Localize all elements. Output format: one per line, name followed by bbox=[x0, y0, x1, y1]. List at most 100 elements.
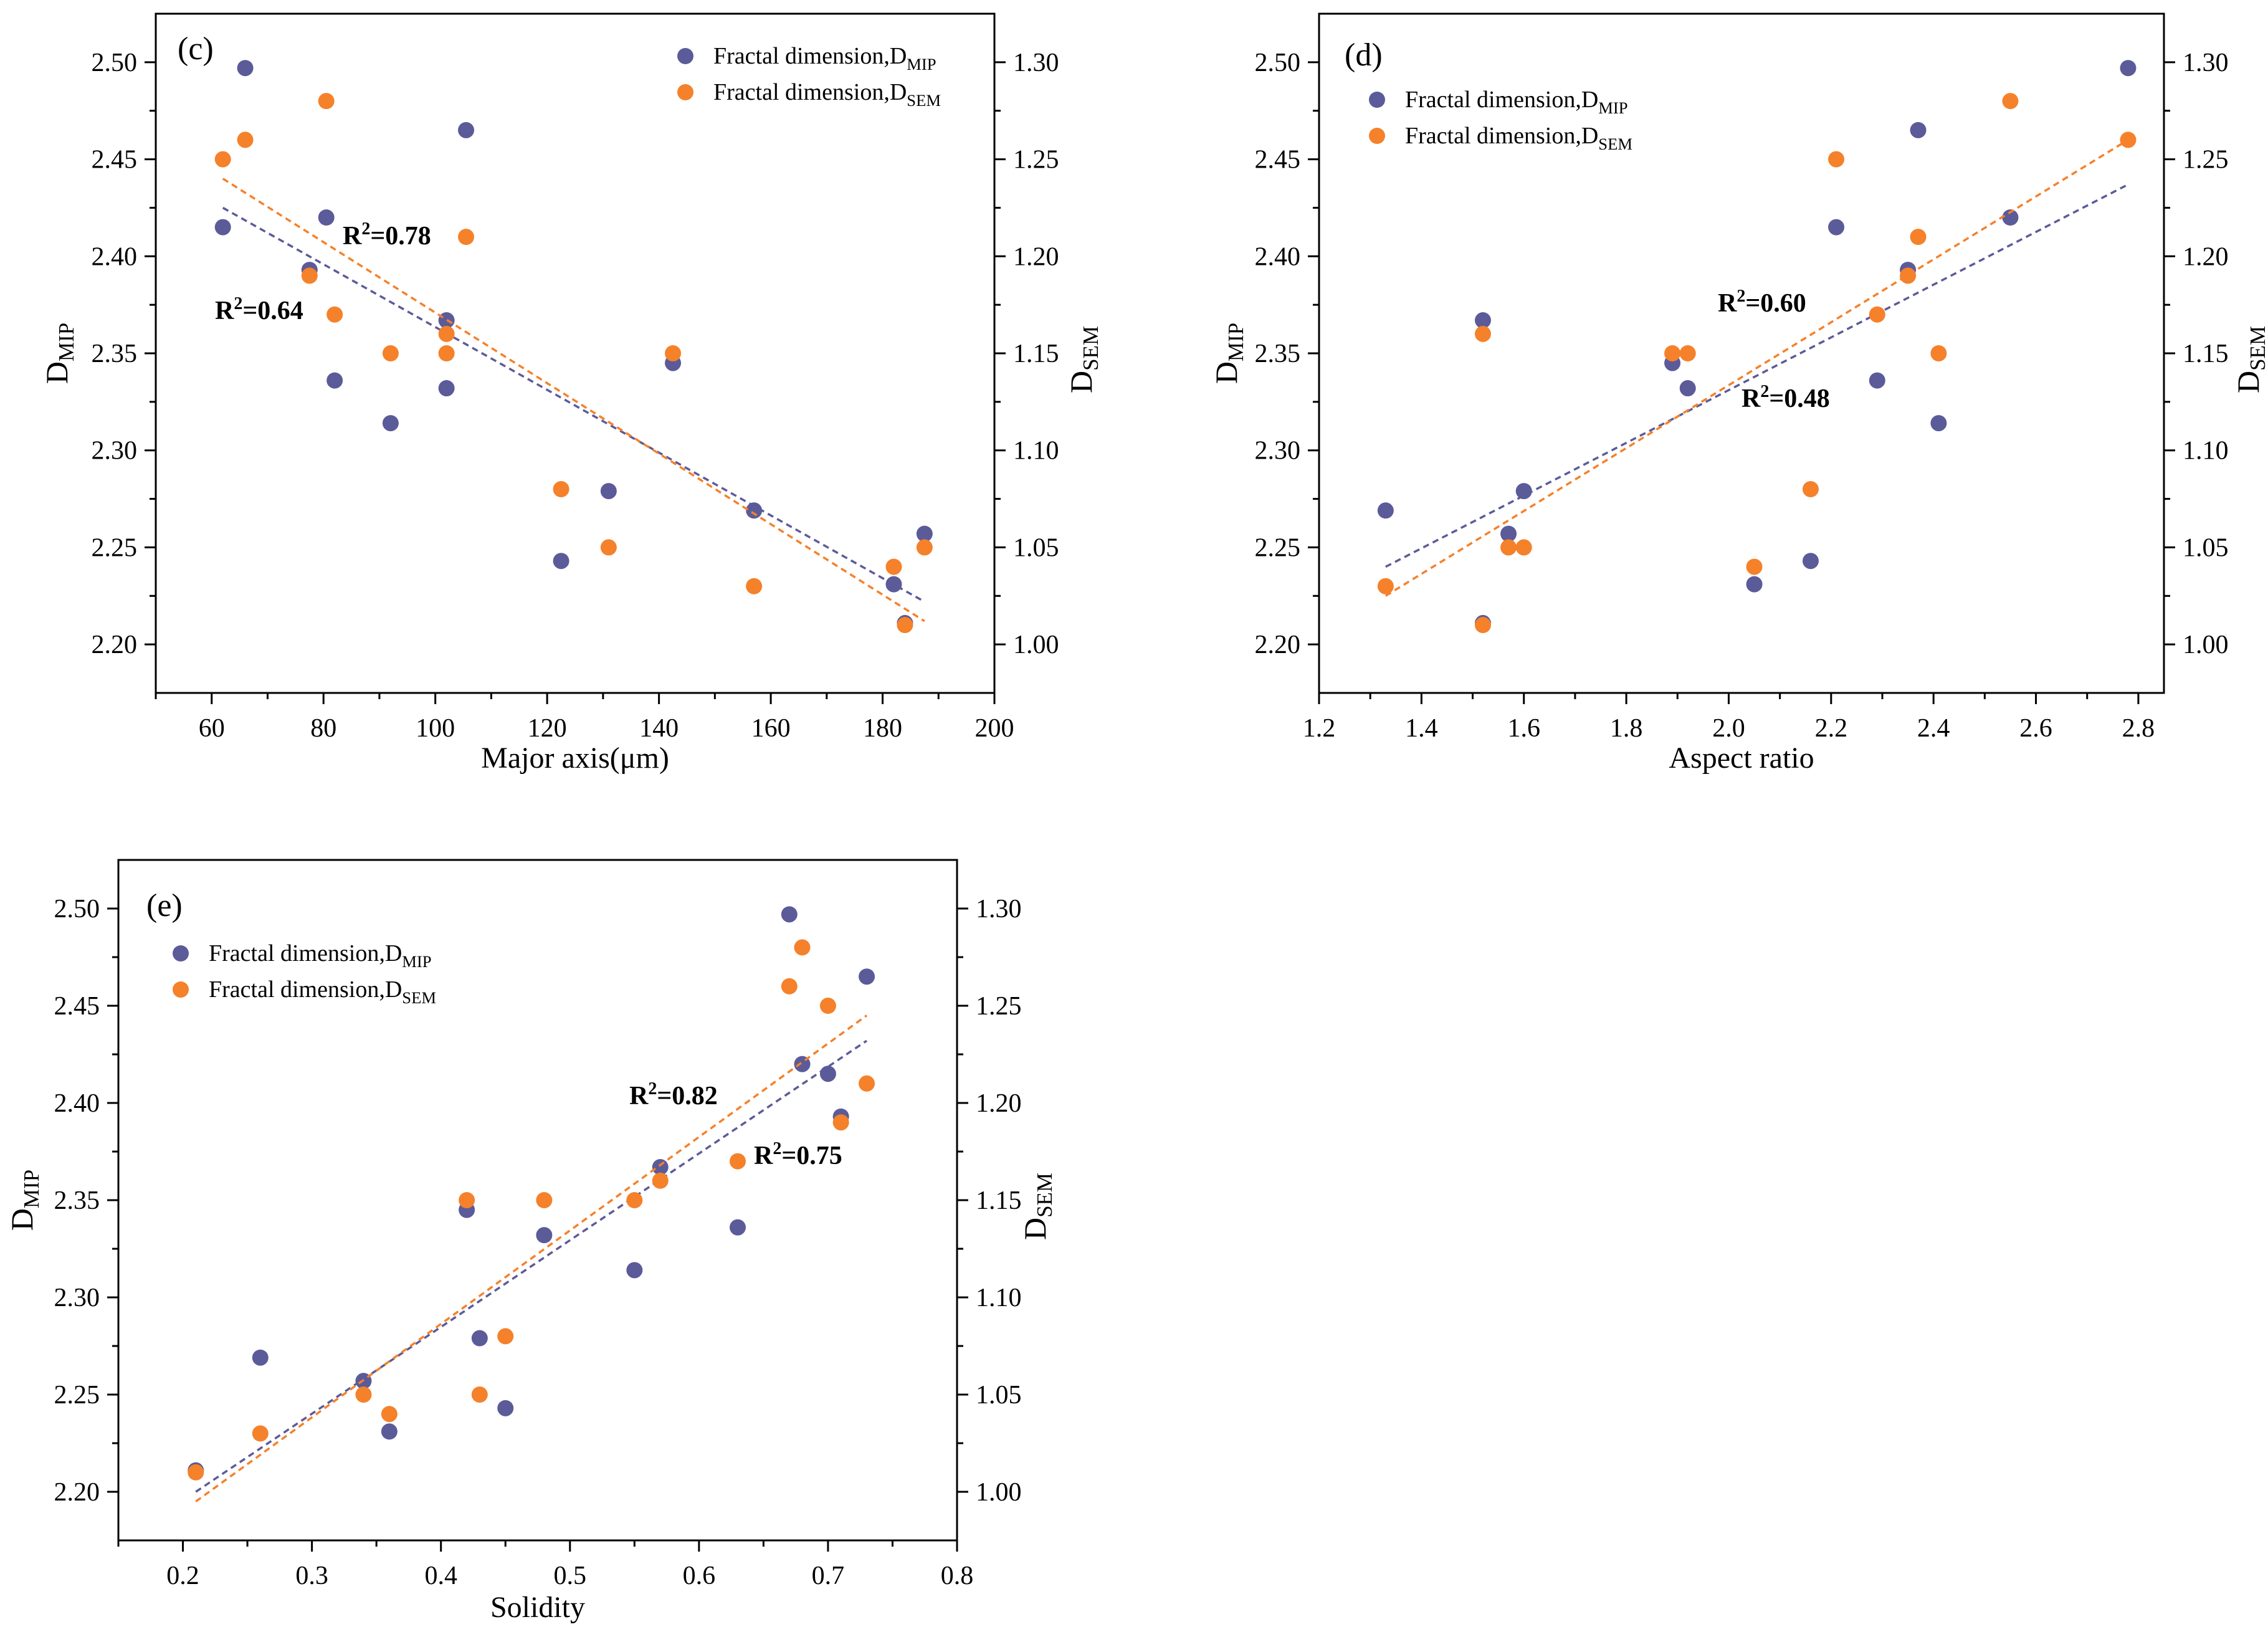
y-axis-label-main: D bbox=[4, 1208, 39, 1231]
y-tick-label: 2.35 bbox=[92, 340, 138, 368]
y-tick-label: 2.35 bbox=[54, 1186, 100, 1215]
x-tick-label: 1.4 bbox=[1405, 714, 1438, 743]
data-point bbox=[832, 1114, 849, 1131]
data-point bbox=[326, 372, 343, 389]
y2-tick-label: 1.25 bbox=[976, 992, 1022, 1021]
data-point bbox=[746, 578, 763, 594]
r2-superscript: 2 bbox=[648, 1079, 657, 1099]
legend-entry-main: Fractal dimension,D bbox=[1405, 87, 1598, 113]
legend-entry-sub: SEM bbox=[1598, 135, 1632, 153]
data-point bbox=[458, 229, 475, 246]
x-tick-label: 2.8 bbox=[2122, 714, 2155, 743]
y2-tick-label: 1.10 bbox=[2183, 437, 2229, 465]
r2-base: R bbox=[754, 1142, 773, 1170]
y-tick-label: 2.40 bbox=[1255, 242, 1301, 271]
y-tick-label: 2.45 bbox=[1255, 146, 1301, 174]
data-point bbox=[1500, 539, 1517, 556]
data-point bbox=[237, 131, 254, 148]
r2-base: R bbox=[629, 1082, 649, 1110]
y-tick-label: 2.35 bbox=[1255, 340, 1301, 368]
data-point bbox=[471, 1330, 488, 1347]
data-point bbox=[382, 415, 399, 432]
legend-entry-main: Fractal dimension,D bbox=[209, 976, 402, 1003]
data-point bbox=[536, 1192, 553, 1208]
legend-entry: Fractal dimension,DMIP bbox=[1405, 87, 1628, 117]
plot-frame bbox=[1318, 12, 2165, 694]
y2-tick-label: 1.05 bbox=[1013, 533, 1059, 562]
fit-line bbox=[222, 178, 925, 623]
data-point bbox=[2002, 209, 2019, 226]
x-tick-label: 100 bbox=[416, 714, 455, 743]
r2-value: =0.78 bbox=[370, 222, 431, 251]
r2-value: =0.82 bbox=[657, 1082, 717, 1110]
legend-entry-main: Fractal dimension,D bbox=[1405, 123, 1598, 149]
r2-base: R bbox=[343, 222, 362, 251]
y-tick-label: 2.20 bbox=[1255, 631, 1301, 659]
x-tick-label: 0.6 bbox=[683, 1562, 716, 1590]
fit-line bbox=[195, 1039, 868, 1493]
panel-label: (c) bbox=[178, 31, 214, 67]
data-point bbox=[1500, 525, 1517, 542]
x-tick-label: 0.3 bbox=[295, 1562, 328, 1590]
data-point bbox=[458, 122, 475, 138]
series-sem: R2=0.78 bbox=[214, 93, 933, 633]
legend-entry-main: Fractal dimension,D bbox=[713, 43, 907, 69]
y-tick-label: 2.50 bbox=[54, 895, 100, 923]
y-tick-label: 2.40 bbox=[92, 242, 138, 271]
x-axis-label: Aspect ratio bbox=[1669, 742, 1814, 775]
data-point bbox=[553, 481, 569, 497]
r2-base: R bbox=[1718, 289, 1737, 318]
legend-entry-sub: SEM bbox=[402, 988, 436, 1007]
y-tick-label: 2.45 bbox=[92, 146, 138, 174]
r2-annotation: R2=0.82 bbox=[629, 1079, 718, 1110]
data-point bbox=[885, 576, 902, 593]
data-point bbox=[665, 345, 682, 361]
y2-axis-label-main: D bbox=[2231, 371, 2266, 393]
data-point bbox=[382, 345, 399, 361]
x-tick-label: 1.8 bbox=[1610, 714, 1643, 743]
legend-marker bbox=[1369, 92, 1385, 108]
data-point bbox=[1515, 539, 1532, 556]
y-tick-label: 2.25 bbox=[1255, 533, 1301, 562]
data-point bbox=[652, 1172, 669, 1189]
data-point bbox=[2120, 131, 2137, 148]
y2-tick-label: 1.15 bbox=[2183, 340, 2229, 368]
y2-axis-label-sub: SEM bbox=[2246, 326, 2268, 371]
data-point bbox=[626, 1192, 643, 1208]
fit-line bbox=[195, 1014, 868, 1503]
r2-annotation: R2=0.48 bbox=[1742, 382, 1830, 413]
r2-base: R bbox=[1742, 384, 1761, 413]
data-point bbox=[600, 483, 617, 500]
y2-tick-label: 1.20 bbox=[1013, 242, 1059, 271]
panel-c: 60 80 100 120 140 160 180 200 2.20 2.25 2.30 2.35 2.… bbox=[39, 12, 1103, 775]
x-tick-label: 0.7 bbox=[812, 1562, 845, 1590]
data-point bbox=[237, 60, 254, 77]
x-tick-label: 1.6 bbox=[1507, 714, 1540, 743]
r2-annotation: R2=0.75 bbox=[754, 1139, 842, 1170]
data-point bbox=[794, 939, 811, 956]
legend-entry-sub: MIP bbox=[907, 55, 936, 74]
y2-tick-label: 1.30 bbox=[2183, 49, 2229, 77]
y-tick-label: 2.20 bbox=[92, 631, 138, 659]
plot-frame bbox=[155, 12, 996, 694]
y2-tick-label: 1.20 bbox=[2183, 242, 2229, 271]
x-axis-label: Solidity bbox=[490, 1591, 585, 1624]
r2-value: =0.64 bbox=[242, 297, 303, 325]
y2-axis-label-sub: SEM bbox=[1079, 326, 1103, 371]
data-point bbox=[819, 1066, 836, 1082]
data-point bbox=[381, 1406, 398, 1423]
y2-tick-label: 1.20 bbox=[976, 1089, 1022, 1118]
data-point bbox=[1474, 312, 1491, 329]
panel-e: 0.2 0.3 0.4 0.5 0.6 0.7 0.8 2.20 2.25 2.30 2.35 2.4… bbox=[4, 859, 1057, 1624]
data-point bbox=[471, 1386, 488, 1403]
x-tick-label: 0.2 bbox=[166, 1562, 199, 1590]
x-tick-label: 0.5 bbox=[554, 1562, 587, 1590]
legend-entry: Fractal dimension,DSEM bbox=[1405, 123, 1632, 153]
x-tick-label: 0.4 bbox=[424, 1562, 457, 1590]
legend-entry-main: Fractal dimension,D bbox=[713, 79, 907, 105]
y2-tick-label: 1.10 bbox=[976, 1284, 1022, 1312]
data-point bbox=[859, 968, 875, 985]
data-point bbox=[214, 219, 231, 236]
legend-marker bbox=[173, 945, 189, 962]
